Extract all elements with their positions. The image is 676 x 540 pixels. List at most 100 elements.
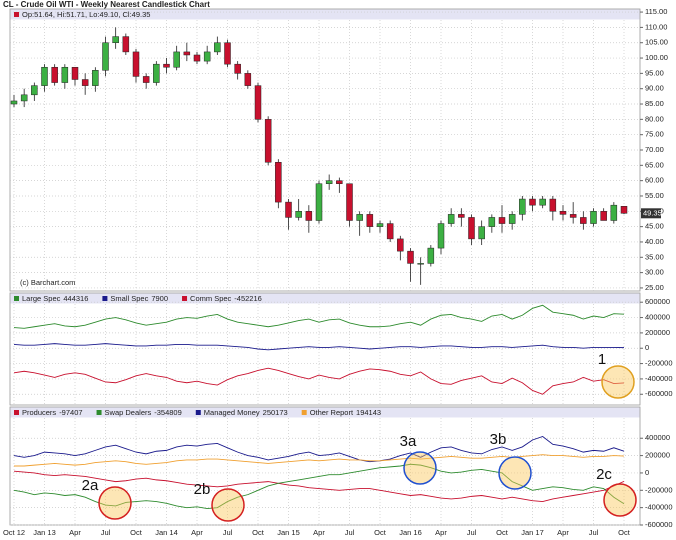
last-price-box (641, 208, 661, 219)
x-tick-label: Oct (618, 528, 631, 537)
x-tick-label: Oct (130, 528, 143, 537)
y-tick-label: 90.00 (645, 84, 664, 93)
candle-body (590, 211, 597, 224)
candle-body (346, 183, 353, 221)
x-tick-label: Apr (313, 528, 325, 537)
legend-band (10, 293, 640, 304)
legend-band (10, 9, 640, 20)
candle-body (244, 73, 252, 86)
candle-body (417, 263, 424, 265)
candle-body (102, 42, 109, 71)
candle-body (519, 198, 526, 215)
candle-body (325, 180, 333, 184)
x-tick-label: Apr (69, 528, 81, 537)
candle-body (580, 217, 587, 224)
y-tick-label: 65.00 (645, 160, 664, 169)
legend-band (10, 407, 640, 418)
legend-name: Small Spec (110, 294, 148, 303)
legend-name: Comm Spec (190, 294, 232, 303)
series-line (14, 454, 625, 467)
candle-body (51, 66, 58, 83)
candle-body (214, 42, 221, 53)
y-tick-label: -600000 (645, 389, 673, 398)
series-line (13, 470, 625, 503)
x-tick-label: Jul (467, 528, 477, 537)
legend-swatch (14, 410, 19, 415)
candle-body (71, 66, 79, 80)
legend-value: 7900 (151, 294, 168, 303)
x-tick-label: Oct 12 (3, 528, 25, 537)
candle-body (488, 217, 496, 227)
legend-swatch (102, 296, 108, 301)
y-tick-label: 600000 (645, 297, 670, 306)
candle-body (183, 51, 191, 56)
candle-body (142, 76, 150, 83)
candle-body (600, 211, 607, 221)
panel (9, 406, 641, 526)
candle-body (498, 217, 506, 224)
y-tick-label: 110.00 (645, 22, 667, 31)
y-tick-label: 115.00 (645, 7, 667, 16)
x-tick-label: Jan 17 (521, 528, 544, 537)
y-tick-label: 200000 (645, 451, 670, 460)
y-tick-label: 0 (645, 343, 649, 352)
candle-body (81, 79, 89, 86)
y-tick-label: 105.00 (645, 38, 668, 47)
chart-title: CL - Crude Oil WTI - Weekly Nearest Cand… (3, 0, 210, 9)
candle-body (163, 63, 170, 68)
candle-body (285, 201, 292, 218)
legend-value: 194143 (356, 408, 381, 417)
series-line (13, 435, 625, 463)
highlight-circle (211, 488, 245, 522)
legend-name: Managed Money (204, 408, 260, 417)
candle-body (610, 204, 618, 221)
y-tick-label: -600000 (645, 520, 673, 529)
candle-body (447, 214, 455, 224)
x-tick-label: Apr (435, 528, 447, 537)
legend-name: Other Report (310, 408, 354, 417)
legend-swatch (96, 410, 102, 415)
y-tick-label: 200000 (645, 328, 670, 337)
candle-body (20, 94, 28, 102)
candle-body (264, 119, 272, 163)
candle-body (92, 70, 99, 86)
highlight-circle (601, 365, 635, 399)
candle-body (254, 85, 262, 120)
candle-body (397, 238, 404, 252)
candle-body (315, 183, 323, 221)
highlight-circle (98, 486, 132, 520)
y-tick-label: 70.00 (645, 145, 664, 154)
x-tick-label: Apr (557, 528, 569, 537)
annotation: 1 (598, 351, 606, 368)
x-tick-label: Oct (374, 528, 387, 537)
y-tick-label: 30.00 (645, 268, 664, 277)
highlight-circle (603, 483, 637, 517)
annotation: 2c (596, 466, 612, 483)
x-tick-label: Jul (101, 528, 111, 537)
candle-body (336, 180, 343, 184)
x-tick-label: Oct (252, 528, 265, 537)
y-tick-label: 40.00 (645, 237, 664, 246)
candle-body (508, 214, 516, 224)
x-tick-label: Jan 16 (399, 528, 422, 537)
candle-body (386, 223, 394, 240)
legend-swatch (301, 410, 307, 415)
y-tick-label: 35.00 (645, 252, 664, 261)
y-tick-label: 400000 (645, 313, 670, 322)
candle-body (539, 198, 546, 206)
y-tick-label: 25.00 (645, 283, 664, 292)
y-tick-label: 80.00 (645, 114, 664, 123)
x-tick-label: Jul (223, 528, 233, 537)
series-line (13, 343, 625, 351)
legend-value: 250173 (263, 408, 288, 417)
legend-swatch (182, 296, 188, 301)
legend-name: Producers (22, 408, 56, 417)
candle-body (468, 217, 475, 240)
x-tick-label: Jul (589, 528, 599, 537)
legend-swatch (14, 296, 19, 301)
x-tick-label: Oct (496, 528, 509, 537)
candle-body (549, 198, 557, 212)
legend-name: Large Spec (22, 294, 61, 303)
legend-value: -97407 (59, 408, 82, 417)
legend-swatch (195, 410, 201, 415)
